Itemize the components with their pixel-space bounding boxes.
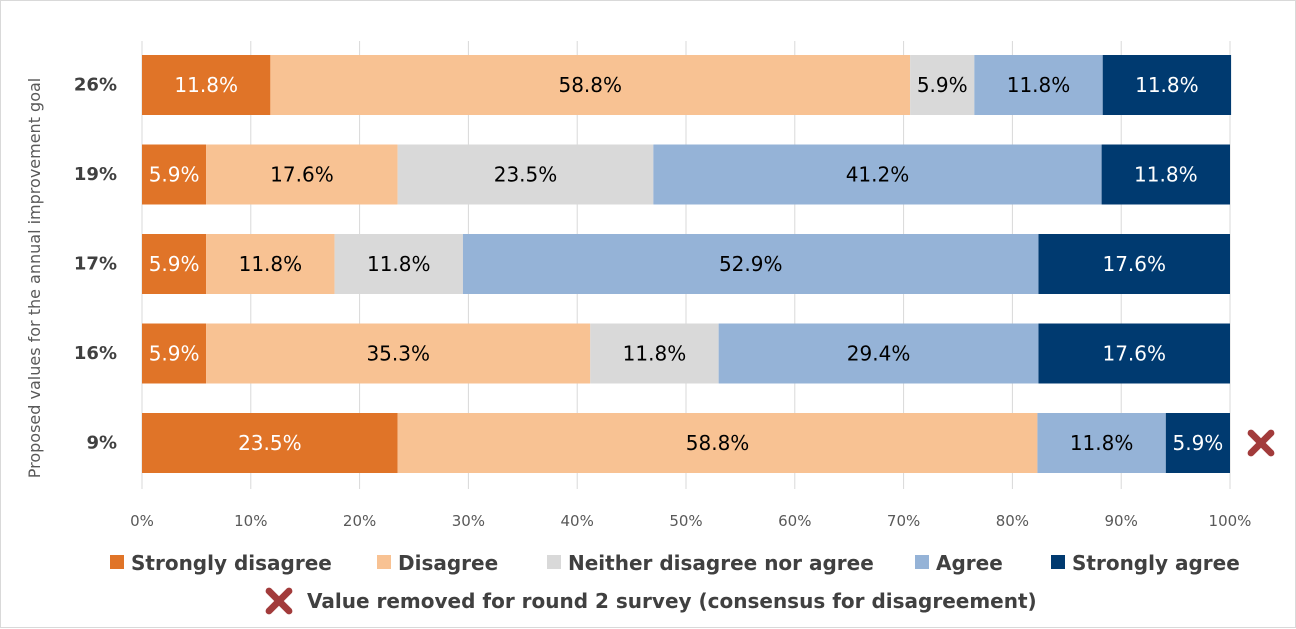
- legend-swatch: [547, 555, 561, 569]
- data-label: 29.4%: [847, 342, 911, 366]
- data-label: 11.8%: [1007, 73, 1071, 97]
- data-label: 17.6%: [270, 163, 334, 187]
- category-label: 17%: [74, 254, 117, 275]
- legend-label: Disagree: [398, 551, 498, 575]
- bar-segment-disagree: [206, 323, 591, 384]
- category-label: 26%: [74, 75, 117, 96]
- category-label: 16%: [74, 343, 117, 364]
- legend-swatch: [1051, 555, 1065, 569]
- legend-label: Strongly disagree: [131, 551, 332, 575]
- x-tick-label: 70%: [887, 512, 920, 530]
- bar-segment-disagree: [397, 413, 1038, 473]
- data-label: 23.5%: [494, 163, 558, 187]
- x-tick-label: 0%: [130, 512, 154, 530]
- x-axis-ticks: 0% 10% 20% 30% 40% 50% 60% 70% 80% 90% 100%: [130, 512, 1251, 530]
- bars: 11.8% 58.8% 5.9% 11.8% 11.8% 5.9% 17.6% 23.5% 41…: [142, 55, 1232, 473]
- bar-segment-strongly-agree: [1102, 55, 1232, 115]
- bar-segment-agree: [718, 323, 1039, 384]
- data-label: 17.6%: [1102, 252, 1166, 276]
- legend-swatch: [110, 555, 124, 569]
- data-label: 11.8%: [239, 252, 303, 276]
- bar-segment-strongly-disagree: [142, 323, 207, 384]
- bar-segment-agree: [653, 144, 1102, 205]
- x-tick-label: 80%: [996, 512, 1029, 530]
- legend: Strongly disagree Disagree Neither disagre…: [110, 551, 1240, 575]
- bar-segment-agree: [1037, 413, 1166, 473]
- data-label: 58.8%: [686, 431, 750, 455]
- x-tick-label: 90%: [1105, 512, 1138, 530]
- data-label: 11.8%: [367, 252, 431, 276]
- data-label: 41.2%: [846, 163, 910, 187]
- data-label: 11.8%: [1134, 163, 1198, 187]
- y-axis-label: Proposed values for the annual improveme…: [25, 78, 44, 479]
- removed-markers: [1247, 429, 1275, 457]
- bar-segment-disagree: [270, 55, 911, 115]
- legend-swatch: [377, 555, 391, 569]
- legend-item-agree: Agree: [915, 551, 1003, 575]
- legend-label: Neither disagree nor agree: [568, 551, 874, 575]
- x-tick-label: 10%: [234, 512, 267, 530]
- bar-segment-agree: [462, 234, 1039, 294]
- bar-segment-strongly-agree: [1101, 144, 1230, 205]
- legend-label: Strongly agree: [1072, 551, 1240, 575]
- category-label: 19%: [74, 164, 117, 185]
- bar-segment-neither-disagree-nor-agree: [590, 323, 719, 384]
- bar-segment-disagree: [206, 144, 398, 205]
- category-labels: 26% 19% 17% 16% 9%: [74, 75, 117, 454]
- legend-item-strongly-disagree: Strongly disagree: [110, 551, 332, 575]
- data-label: 11.8%: [623, 342, 687, 366]
- bar-segment-strongly-agree: [1038, 234, 1230, 294]
- bar-segment-disagree: [206, 234, 335, 294]
- data-label: 11.8%: [174, 73, 238, 97]
- bar-segment-neither-disagree-nor-agree: [910, 55, 975, 115]
- legend-note-text: Value removed for round 2 survey (consen…: [307, 589, 1037, 613]
- bar-segment-neither-disagree-nor-agree: [334, 234, 463, 294]
- bar-segment-strongly-agree: [1038, 323, 1230, 384]
- data-label: 5.9%: [149, 163, 200, 187]
- data-label: 52.9%: [719, 252, 783, 276]
- legend-item-disagree: Disagree: [377, 551, 498, 575]
- data-label: 5.9%: [149, 252, 200, 276]
- x-tick-label: 100%: [1209, 512, 1252, 530]
- data-label: 5.9%: [917, 73, 968, 97]
- bar-segment-agree: [974, 55, 1103, 115]
- legend-swatch: [915, 555, 929, 569]
- bar-segment-strongly-disagree: [142, 144, 207, 205]
- legend-note: Value removed for round 2 survey (consen…: [265, 587, 1037, 615]
- category-label: 9%: [86, 433, 117, 454]
- x-tick-label: 20%: [343, 512, 376, 530]
- cross-icon: [1247, 429, 1275, 457]
- legend-item-strongly-agree: Strongly agree: [1051, 551, 1240, 575]
- legend-item-neither-disagree-nor-agree: Neither disagree nor agree: [547, 551, 874, 575]
- data-label: 11.8%: [1135, 73, 1199, 97]
- data-label: 17.6%: [1102, 342, 1166, 366]
- data-label: 5.9%: [1172, 431, 1223, 455]
- x-tick-label: 30%: [452, 512, 485, 530]
- bar-segment-neither-disagree-nor-agree: [397, 144, 654, 205]
- data-label: 35.3%: [366, 342, 430, 366]
- legend-label: Agree: [936, 551, 1003, 575]
- data-label: 23.5%: [238, 431, 302, 455]
- data-label: 5.9%: [149, 342, 200, 366]
- bar-segment-strongly-disagree: [142, 55, 271, 115]
- x-tick-label: 50%: [669, 512, 702, 530]
- cross-icon: [265, 587, 293, 615]
- x-tick-label: 40%: [561, 512, 594, 530]
- x-tick-label: 60%: [778, 512, 811, 530]
- bar-segment-strongly-disagree: [142, 413, 398, 473]
- bar-segment-strongly-disagree: [142, 234, 207, 294]
- data-label: 11.8%: [1070, 431, 1134, 455]
- bar-segment-strongly-agree: [1165, 413, 1230, 473]
- data-label: 58.8%: [558, 73, 622, 97]
